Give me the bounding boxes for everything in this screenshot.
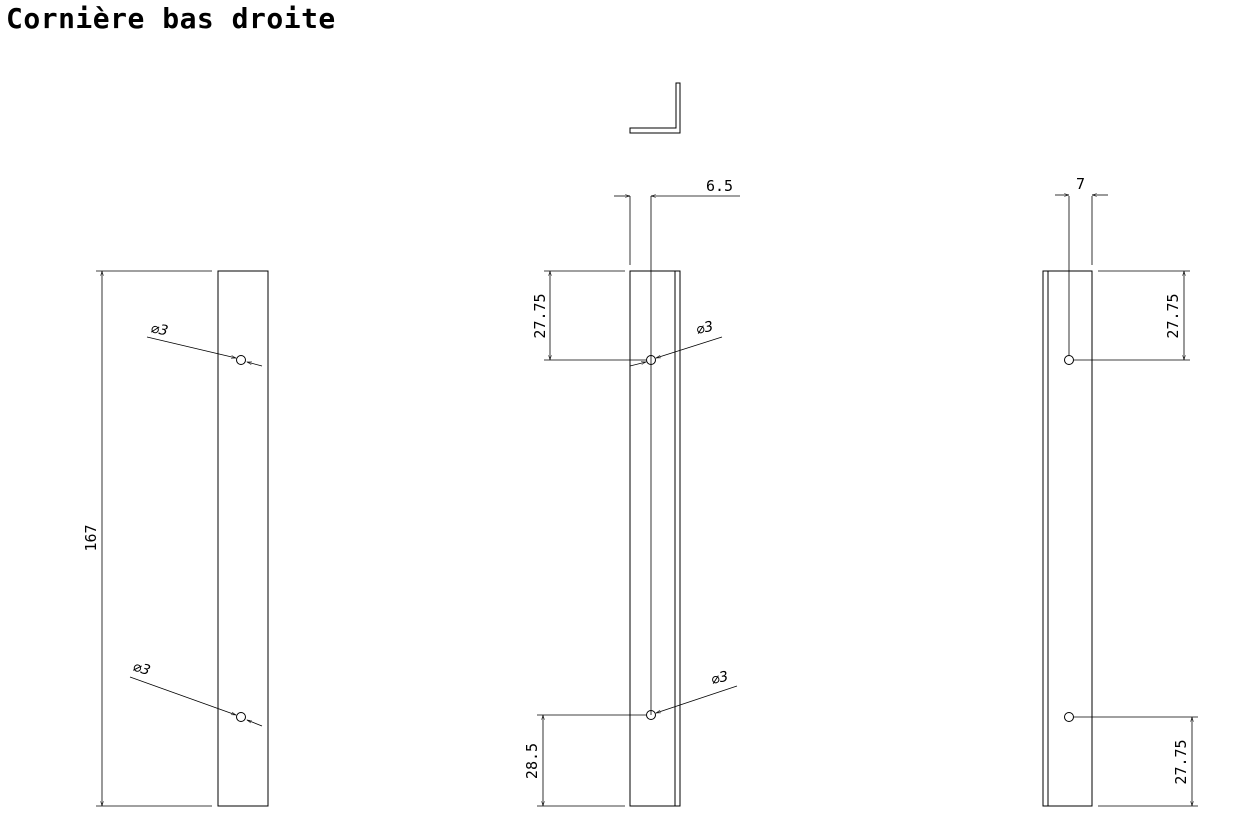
mid-bottom-offset-label: 28.5 bbox=[523, 743, 541, 779]
side-width-label: 7 bbox=[1076, 175, 1085, 193]
mid-top-offset-label: 27.75 bbox=[531, 293, 549, 338]
mid-bottom-hole-label: ⌀3 bbox=[710, 669, 730, 688]
right-top-hole bbox=[1064, 355, 1074, 365]
right-bottom-offset-label: 27.75 bbox=[1172, 739, 1190, 784]
left-top-hole-label: ⌀3 bbox=[149, 320, 169, 339]
length-dimension-label: 167 bbox=[82, 524, 100, 551]
left-view: 167 ⌀3 ⌀3 bbox=[82, 270, 269, 807]
right-bottom-hole bbox=[1064, 712, 1074, 722]
middle-bottom-hole bbox=[646, 710, 656, 720]
middle-top-hole bbox=[646, 355, 656, 365]
left-bottom-hole bbox=[236, 712, 246, 722]
right-view-outline bbox=[1042, 270, 1093, 807]
thickness-dimension-label: 6.5 bbox=[706, 177, 733, 195]
right-top-offset-label: 27.75 bbox=[1164, 293, 1182, 338]
left-top-hole bbox=[236, 355, 246, 365]
mid-top-hole-label: ⌀3 bbox=[695, 319, 715, 338]
middle-view: 6.5 27.75 28.5 ⌀3 ⌀3 bbox=[523, 177, 740, 806]
drawing-title: Cornière bas droite bbox=[6, 2, 336, 35]
right-view: 7 27.75 27.75 bbox=[1042, 175, 1198, 807]
angle-profile-section bbox=[629, 82, 681, 134]
left-bottom-hole-label: ⌀3 bbox=[131, 659, 152, 680]
left-view-outline bbox=[217, 270, 269, 807]
middle-view-outline bbox=[629, 270, 681, 807]
